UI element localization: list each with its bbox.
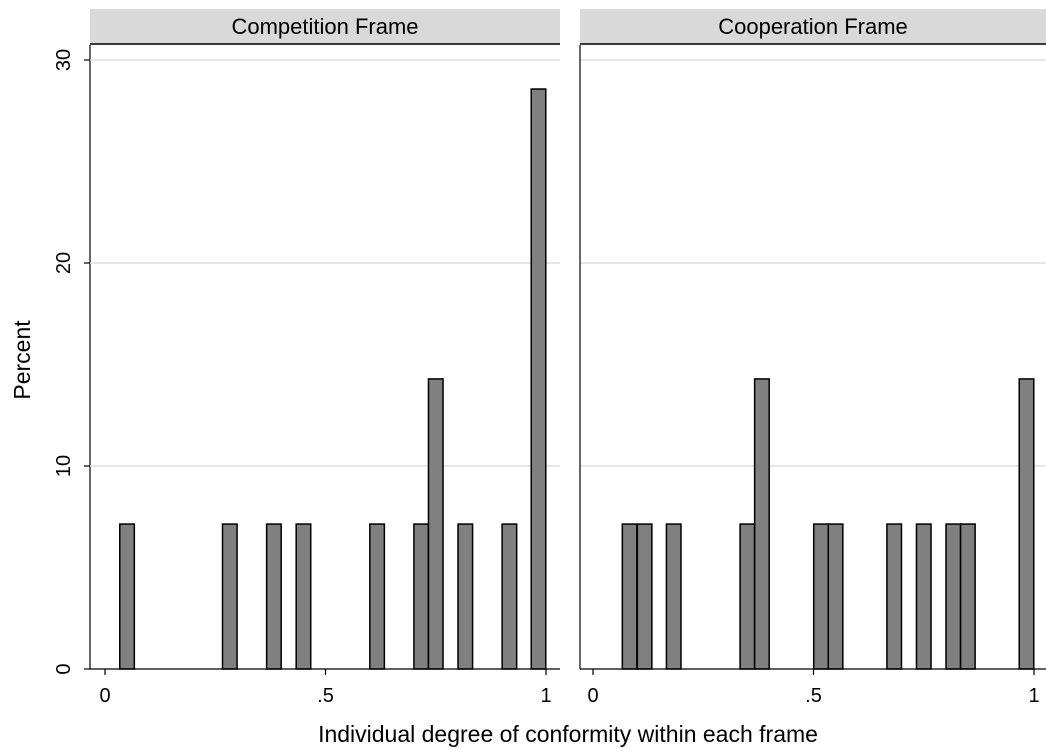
- histogram-bar: [119, 523, 136, 670]
- histogram-bar: [1018, 378, 1035, 670]
- x-tick-label: 0: [99, 685, 110, 707]
- panel-title: Competition Frame: [231, 14, 418, 39]
- histogram-bar: [915, 523, 932, 670]
- histogram-bar: [945, 523, 962, 670]
- histogram-bar: [621, 523, 638, 670]
- histogram-bar: [369, 523, 386, 670]
- x-tick-label: .5: [805, 685, 822, 707]
- x-tick-label: 1: [1028, 685, 1039, 707]
- x-tick-label: .5: [317, 685, 334, 707]
- histogram-bar: [827, 523, 844, 670]
- histogram-bar: [501, 523, 518, 670]
- histogram-bar: [295, 523, 312, 670]
- histogram-bar: [221, 523, 238, 670]
- y-tick-label: 10: [53, 455, 75, 477]
- panel-1: Competition Frame 0 .5 1: [90, 9, 560, 707]
- histogram-bar: [753, 378, 770, 670]
- histogram-bar: [886, 523, 903, 670]
- y-axis: 0 10 20 30: [53, 45, 91, 675]
- histogram-bar: [457, 523, 474, 670]
- y-tick-label: 0: [53, 663, 75, 674]
- histogram-bar: [413, 523, 430, 670]
- panel-title-strip: [580, 9, 1046, 44]
- panels: Competition Frame 0 .5 1 Cooperation Frame 0.…: [90, 9, 1046, 707]
- x-tick-label: 1: [540, 685, 551, 707]
- panel-title-strip: [90, 9, 560, 44]
- histogram-bar: [265, 523, 282, 670]
- histogram-bar: [427, 378, 444, 670]
- y-tick-label: 30: [53, 49, 75, 71]
- x-axis-title: Individual degree of conformity within e…: [318, 721, 818, 747]
- panel-2: Cooperation Frame 0 .5 1: [579, 9, 1046, 707]
- histogram-bar: [636, 523, 653, 670]
- histogram-bar: [959, 523, 976, 670]
- histogram-bar: [739, 523, 756, 670]
- histogram-bar: [812, 523, 830, 670]
- x-tick-label: 0: [587, 685, 598, 707]
- histogram-bar: [665, 523, 682, 670]
- panel-title: Cooperation Frame: [718, 14, 908, 39]
- y-tick-label: 20: [53, 252, 75, 274]
- histogram-bar: [530, 88, 547, 670]
- y-axis-title: Percent: [9, 320, 35, 400]
